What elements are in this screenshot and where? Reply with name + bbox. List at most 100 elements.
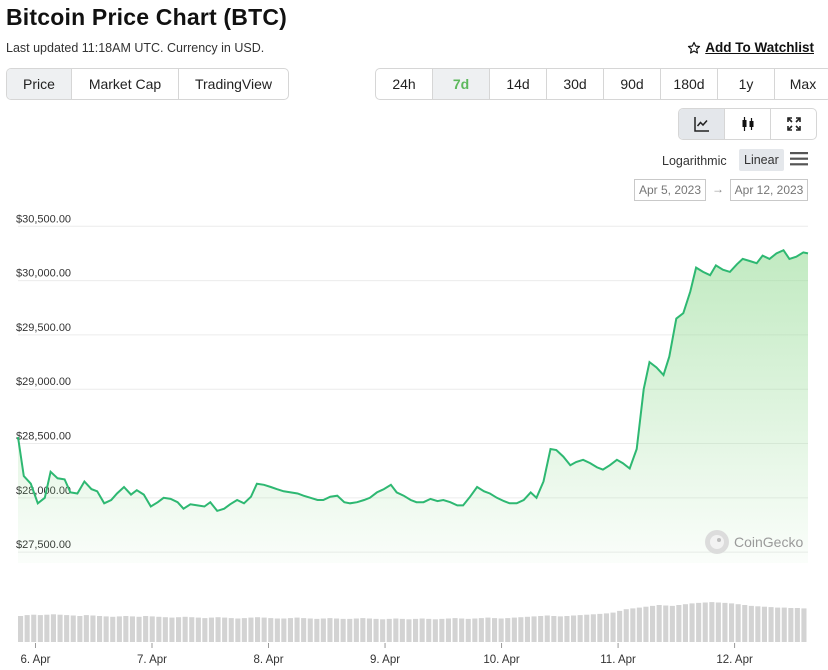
range-max[interactable]: Max (789, 76, 817, 92)
volume-bar (702, 602, 708, 642)
volume-bar (353, 618, 359, 642)
range-30d[interactable]: 30d (547, 69, 604, 99)
volume-bar (399, 618, 405, 642)
coingecko-watermark: CoinGecko (705, 530, 803, 554)
volume-bar (735, 604, 741, 642)
volume-bar (176, 617, 182, 642)
coingecko-text: CoinGecko (734, 534, 804, 550)
x-tick-label: 7. Apr (137, 654, 167, 666)
volume-bar (202, 618, 208, 642)
chart-menu-button[interactable] (790, 152, 808, 171)
candlestick-button[interactable] (725, 109, 771, 139)
tab-tradingview[interactable]: TradingView (194, 76, 273, 92)
volume-bar (90, 615, 96, 642)
volume-bar (650, 605, 656, 642)
volume-bar (564, 616, 570, 642)
volume-bar (459, 618, 465, 642)
volume-bar (505, 618, 511, 642)
volume-bar (386, 618, 392, 642)
volume-bar (696, 602, 702, 642)
volume-bar (281, 618, 287, 642)
volume-bar (465, 618, 471, 642)
range-24h[interactable]: 24h (376, 69, 433, 99)
coingecko-logo-icon (705, 530, 729, 554)
date-from-input[interactable]: Apr 5, 2023 (634, 179, 706, 201)
range-1y[interactable]: 1y (718, 69, 775, 99)
volume-bar (37, 615, 43, 642)
volume-bar (636, 607, 642, 642)
price-chart[interactable]: $27,500.00$28,000.00$28,500.00$29,000.00… (0, 210, 828, 670)
volume-bar (366, 618, 372, 642)
x-tick-label: 12. Apr (716, 654, 753, 666)
range-14d[interactable]: 14d (490, 69, 547, 99)
volume-bar (761, 606, 767, 642)
volume-bar (478, 618, 484, 642)
date-to-input[interactable]: Apr 12, 2023 (730, 179, 808, 201)
candlestick-icon (742, 117, 753, 131)
volume-bar (116, 616, 122, 642)
volume-bar (439, 618, 445, 642)
volume-bar (748, 605, 754, 642)
range-90d[interactable]: 90d (604, 69, 661, 99)
range-arrow-icon: → (712, 182, 724, 196)
volume-bar (307, 618, 313, 642)
volume-bar (524, 616, 530, 642)
volume-bar (663, 605, 669, 642)
price-area (18, 250, 808, 563)
volume-bar (538, 616, 544, 642)
volume-bar (241, 618, 247, 642)
volume-bar (268, 618, 274, 642)
volume-bar (123, 616, 129, 642)
volume-bar (781, 607, 787, 642)
y-tick-label: $28,500.00 (16, 431, 71, 443)
tab-market-cap[interactable]: Market Cap (72, 69, 179, 99)
add-to-watchlist-label: Add To Watchlist (705, 40, 814, 55)
volume-bar (77, 616, 83, 642)
volume-bar (794, 608, 800, 642)
tab-price[interactable]: Price (7, 69, 72, 99)
chart-type-tabs: Price Market Cap TradingView (6, 68, 289, 100)
volume-bar (498, 618, 504, 642)
x-tick-label: 11. Apr (600, 654, 636, 666)
volume-bar (485, 617, 491, 642)
range-180d[interactable]: 180d (661, 69, 718, 99)
volume-bar (768, 607, 774, 642)
price-line (17, 248, 809, 513)
volume-bar (511, 617, 517, 642)
add-to-watchlist-link[interactable]: Add To Watchlist (687, 40, 814, 55)
star-icon (688, 41, 701, 54)
y-tick-label: $30,000.00 (16, 268, 71, 280)
volume-bar (617, 610, 623, 642)
volume-bar (301, 618, 307, 642)
volume-bar (97, 616, 103, 642)
volume-bar (255, 617, 261, 642)
volume-bar (413, 618, 419, 642)
volume-bar (610, 612, 616, 642)
logarithmic-toggle[interactable]: Logarithmic (662, 154, 727, 168)
volume-bar (110, 616, 116, 642)
chart-style-tools (678, 108, 817, 140)
range-7d[interactable]: 7d (433, 69, 490, 99)
expand-icon (786, 117, 801, 131)
volume-bar (169, 617, 175, 642)
last-updated-text: Last updated 11:18AM UTC. Currency in US… (6, 41, 265, 55)
volume-bar (419, 618, 425, 642)
volume-bar (676, 605, 682, 642)
volume-bar (347, 618, 353, 642)
line-chart-button[interactable] (679, 109, 725, 139)
volume-bar (426, 618, 432, 642)
volume-bar (83, 615, 89, 642)
linear-toggle[interactable]: Linear (739, 149, 784, 171)
volume-bar (518, 617, 524, 642)
volume-bar (643, 606, 649, 642)
volume-bar (327, 618, 333, 642)
volume-bar (70, 615, 76, 642)
volume-bar (689, 603, 695, 642)
volume-bar (143, 616, 149, 642)
volume-bar (222, 617, 228, 642)
volume-bar (788, 608, 794, 642)
expand-button[interactable] (771, 109, 816, 139)
volume-bar (590, 614, 596, 642)
line-chart-icon (693, 117, 709, 132)
volume-bar (235, 618, 241, 642)
